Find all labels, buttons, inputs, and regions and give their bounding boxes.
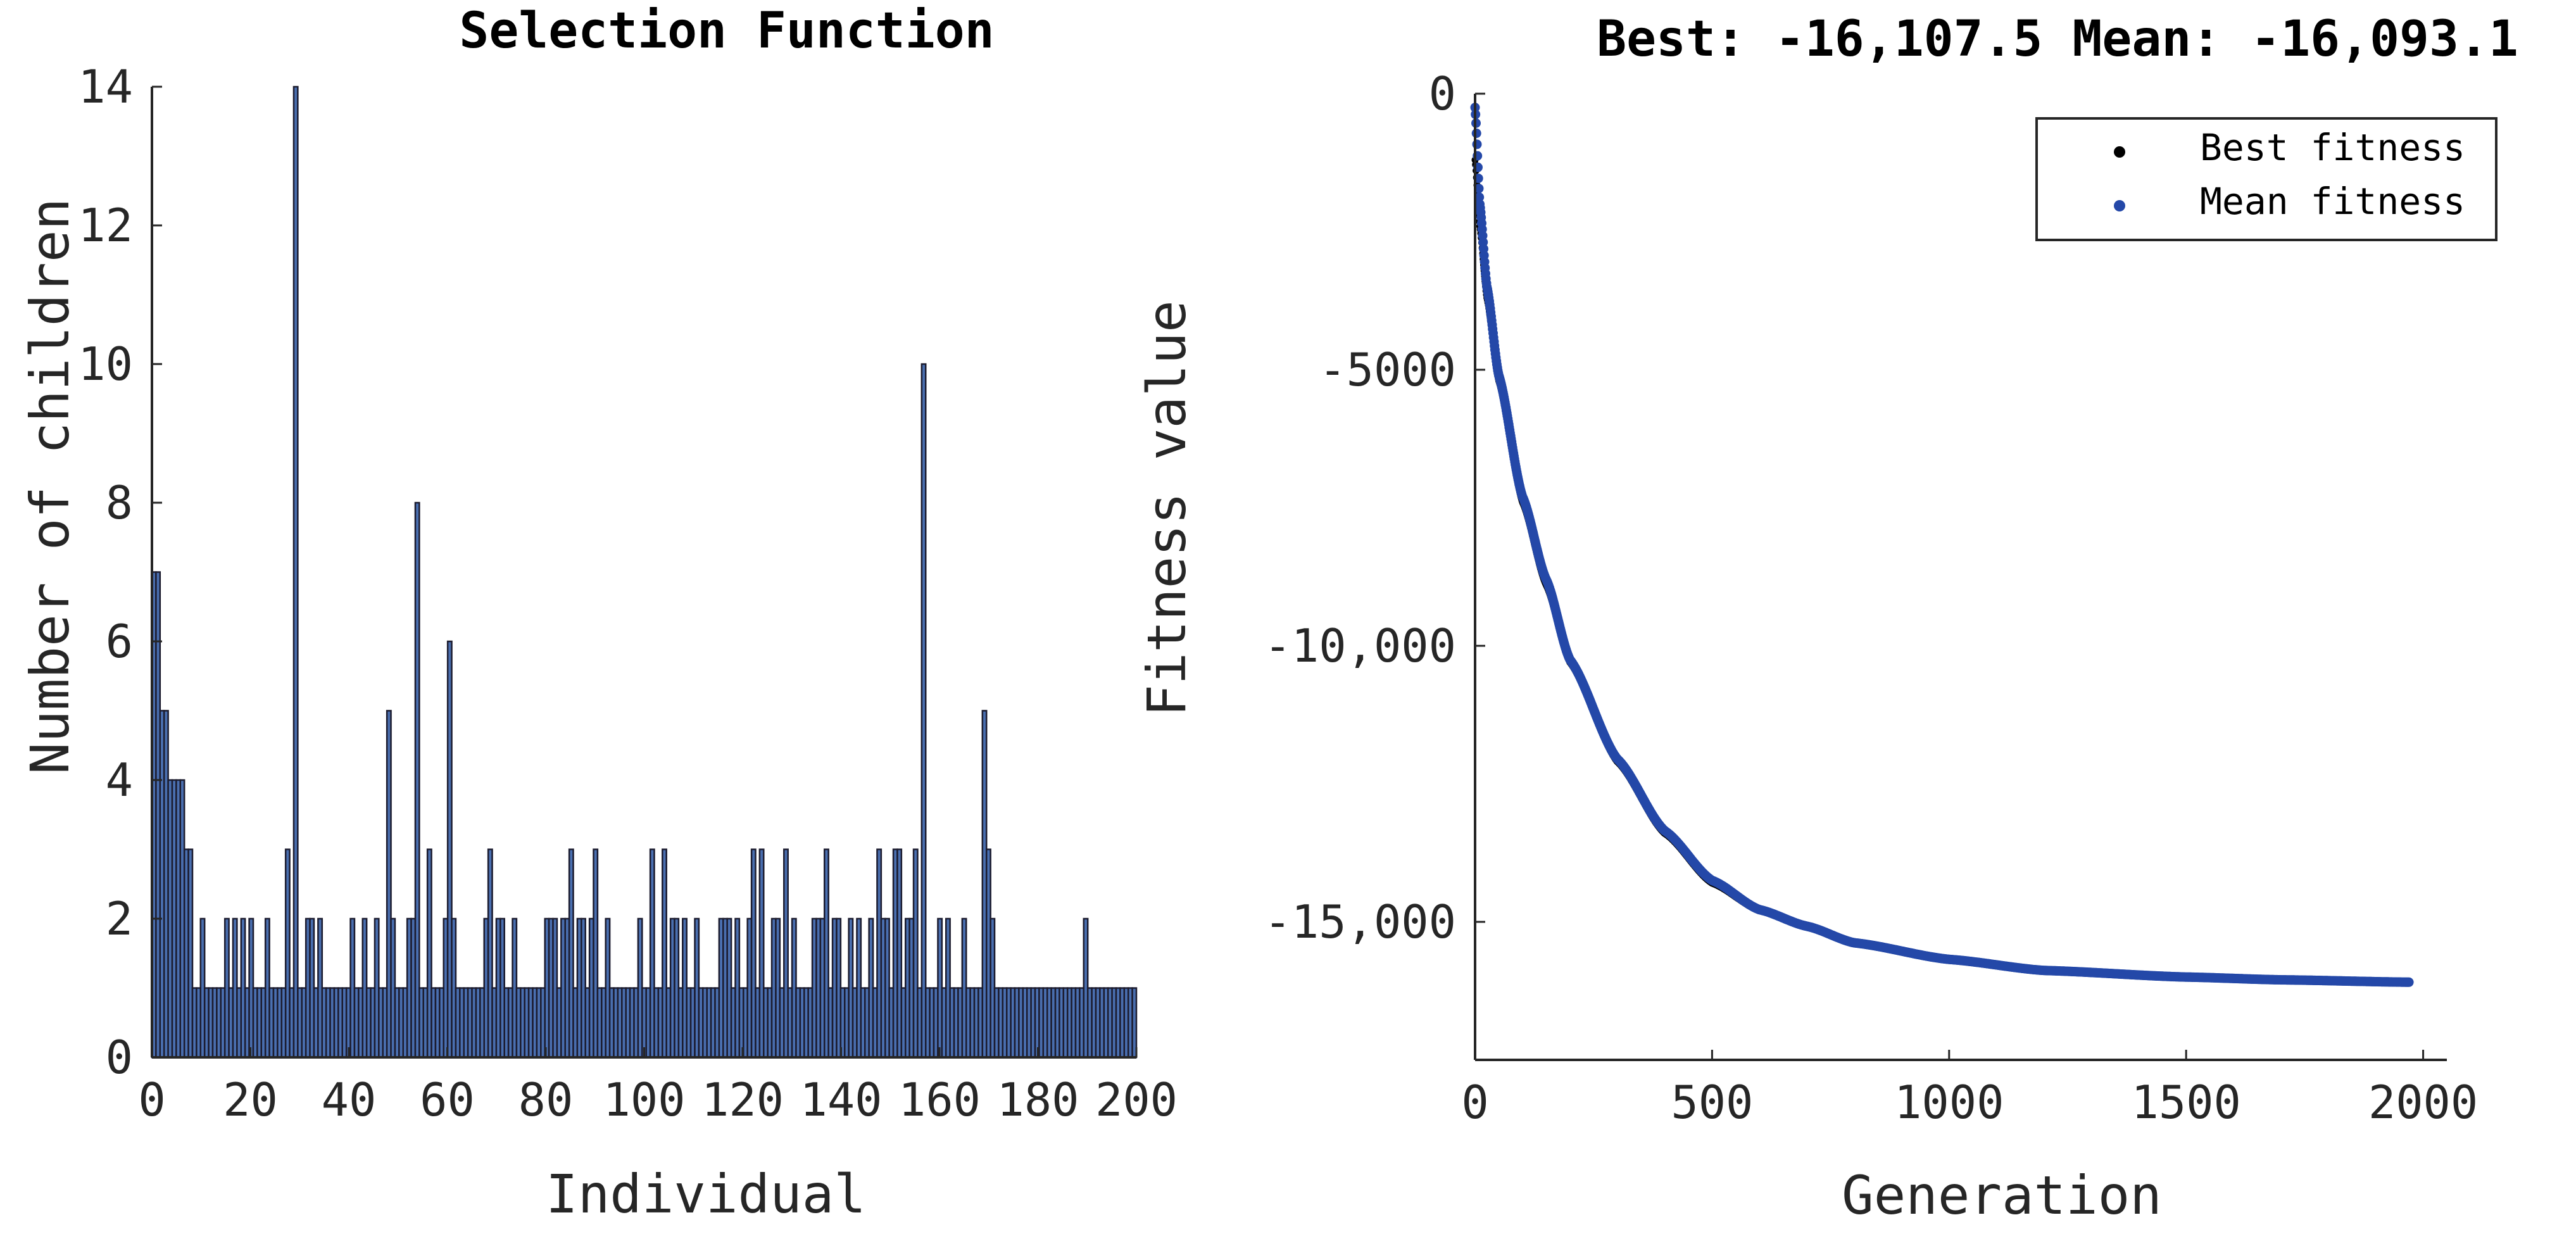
- generation-x-label: Generation: [1842, 1164, 2162, 1226]
- x-tick-label: 160: [898, 1073, 981, 1126]
- right-y-ticks: 0 -5000 -10,000 -15,000: [1264, 67, 1485, 948]
- x-tick-label: 140: [800, 1073, 882, 1126]
- x-tick-label: 200: [1095, 1073, 1178, 1126]
- left-y-ticks: 0 2 4 6 8 10 12 14: [78, 60, 162, 1084]
- mean-fitness-point: [1474, 192, 1485, 202]
- x-tick-label: 500: [1671, 1076, 1753, 1129]
- y-tick-label: 6: [106, 615, 133, 668]
- legend-mean-label: Mean fitness: [2200, 180, 2465, 223]
- x-tick-label: 40: [322, 1073, 377, 1126]
- fitness-points: [1470, 103, 2414, 987]
- y-tick-label: 2: [106, 892, 133, 945]
- y-tick-label: 0: [106, 1031, 133, 1084]
- fitness-axes: Best: -16,107.5 Mean: -16,093.1 0 500 1000…: [1136, 11, 2518, 1226]
- y-tick-label: 8: [106, 476, 133, 529]
- fitness-y-label: Fitness value: [1136, 300, 1198, 716]
- y-tick-label: 4: [106, 753, 133, 807]
- legend-mean-marker: [2114, 200, 2125, 211]
- x-tick-label: 20: [223, 1073, 278, 1126]
- selection-bar: [292, 85, 299, 1059]
- x-tick-label: 1000: [1894, 1076, 2004, 1129]
- fitness-title: Best: -16,107.5 Mean: -16,093.1: [1597, 11, 2518, 68]
- individual-x-label: Individual: [546, 1163, 866, 1225]
- selection-bar: [414, 501, 420, 1059]
- mean-fitness-point: [1472, 139, 1482, 149]
- mean-fitness-point: [2404, 977, 2414, 987]
- selection-bars: [151, 85, 1138, 1059]
- mean-fitness-series: [1470, 103, 2414, 987]
- y-tick-label: 14: [78, 60, 133, 113]
- x-tick-label: 1500: [2131, 1076, 2240, 1129]
- mean-fitness-point: [1474, 184, 1484, 194]
- legend-best-marker: [2114, 146, 2125, 158]
- best-fitness-series: [1471, 156, 2413, 987]
- y-tick-label: 10: [78, 337, 133, 391]
- x-tick-label: 0: [138, 1073, 165, 1126]
- selection-function-axes: Selection Function 0 20 40 60 80 100 120 140 160…: [19, 3, 1178, 1225]
- x-tick-label: 80: [518, 1073, 574, 1126]
- selection-bar: [1131, 987, 1138, 1059]
- x-tick-label: 2000: [2368, 1076, 2478, 1129]
- x-tick-label: 120: [701, 1073, 784, 1126]
- y-tick-label: 12: [78, 199, 133, 252]
- y-tick-label: 0: [1429, 67, 1456, 120]
- x-tick-label: 0: [1461, 1076, 1488, 1129]
- selection-function-title: Selection Function: [459, 3, 994, 60]
- x-tick-label: 60: [420, 1073, 475, 1126]
- mean-fitness-point: [1471, 129, 1481, 138]
- legend: Best fitness Mean fitness: [2035, 117, 2497, 241]
- y-tick-label: -15,000: [1264, 895, 1456, 948]
- children-y-label: Number of children: [19, 198, 81, 774]
- left-x-ticks: 0 20 40 60 80 100 120 140 160 180 200: [138, 1047, 1178, 1126]
- right-x-ticks: 0 500 1000 1500 2000: [1461, 1050, 2478, 1129]
- x-tick-label: 180: [996, 1073, 1079, 1126]
- y-tick-label: -10,000: [1264, 619, 1456, 672]
- legend-best-label: Best fitness: [2200, 126, 2465, 169]
- selection-bar: [920, 363, 927, 1059]
- y-tick-label: -5000: [1319, 343, 1456, 396]
- x-tick-label: 100: [603, 1073, 685, 1126]
- legend-box: [2035, 117, 2497, 241]
